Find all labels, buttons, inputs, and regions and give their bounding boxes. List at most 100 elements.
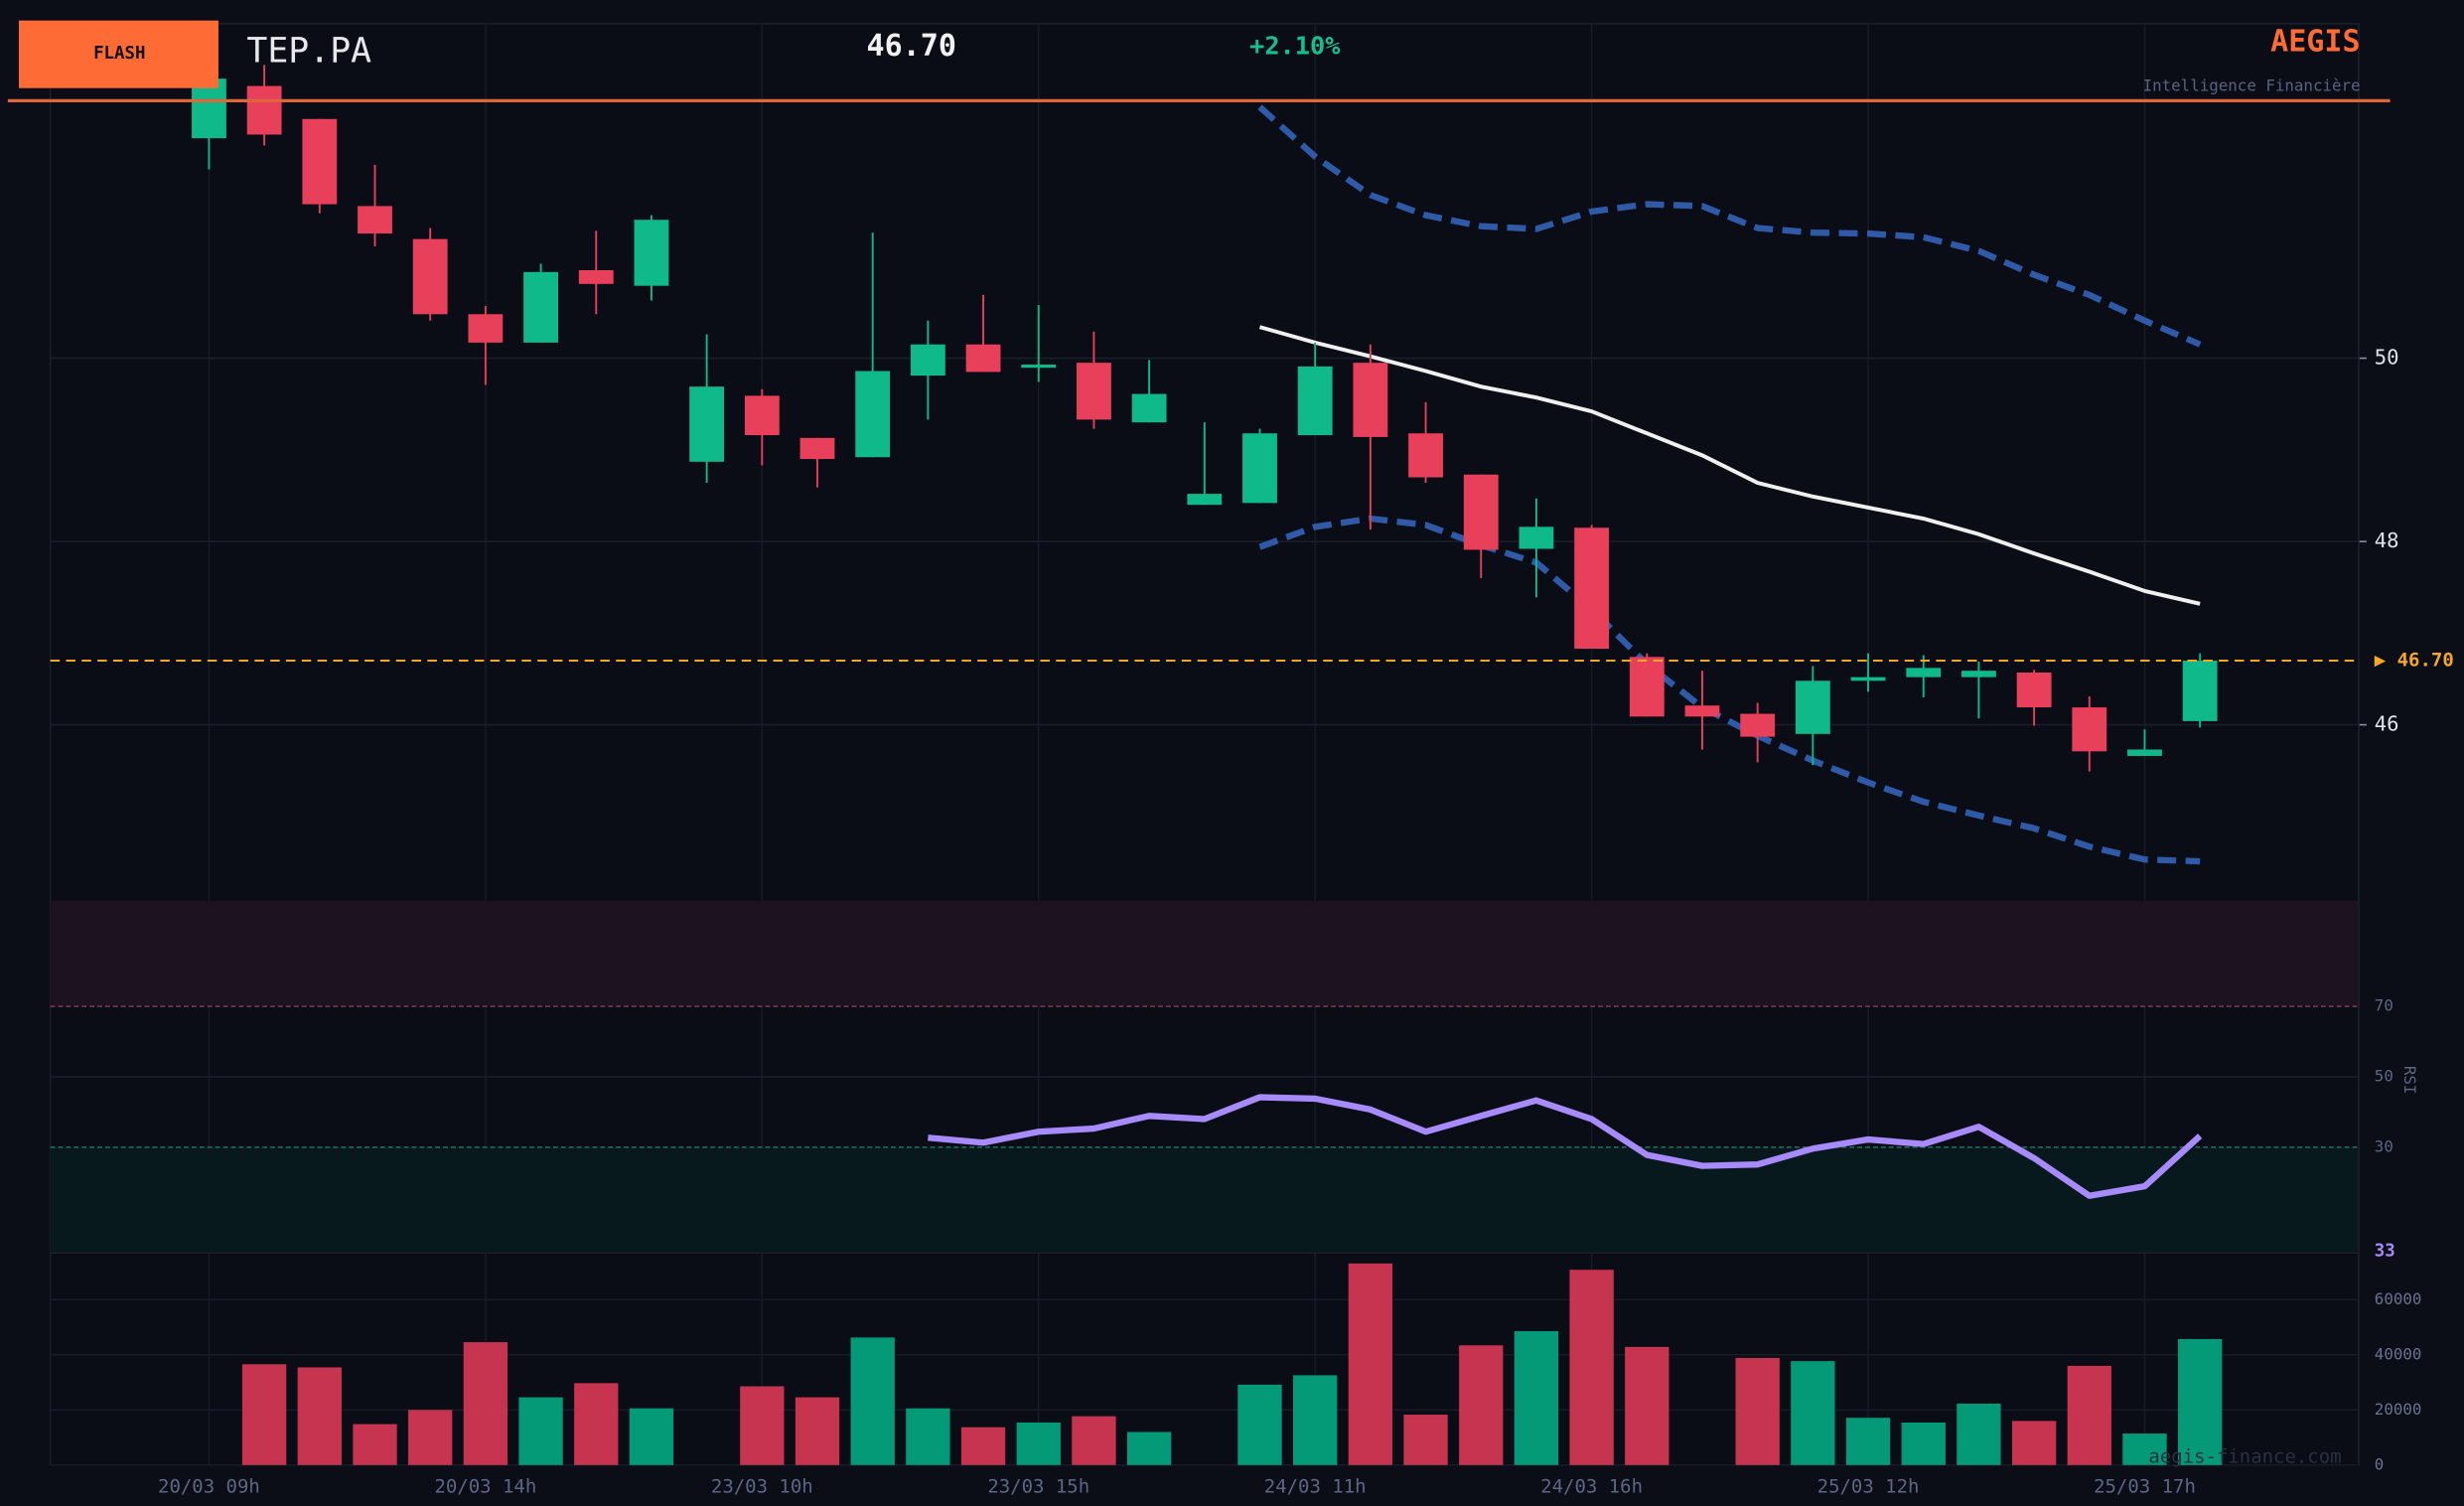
x-tick-label: 24/03 16h bbox=[1540, 1475, 1643, 1497]
volume-bar bbox=[906, 1408, 950, 1465]
candle-body bbox=[2016, 673, 2052, 708]
volume-bar bbox=[241, 1364, 287, 1465]
x-tick-label: 20/03 14h bbox=[434, 1475, 536, 1497]
volume-tick-label: 0 bbox=[2375, 1454, 2385, 1473]
rsi-tick-label: 70 bbox=[2375, 996, 2393, 1015]
rsi-line bbox=[928, 1094, 2203, 1199]
brand: AEGIS bbox=[2270, 24, 2360, 59]
candle-body bbox=[192, 78, 226, 139]
volume-bar bbox=[2011, 1421, 2057, 1465]
candle-body bbox=[468, 314, 504, 343]
current-price-label: ▶ 46.70 bbox=[2375, 650, 2454, 672]
volume-bar bbox=[463, 1342, 508, 1465]
volume-bar bbox=[850, 1337, 895, 1465]
oversold-zone bbox=[50, 1146, 2359, 1254]
volume-bar bbox=[740, 1386, 785, 1465]
volume-bar bbox=[1072, 1416, 1116, 1465]
volume-bar bbox=[1237, 1384, 1282, 1465]
volume-bar bbox=[1625, 1346, 1669, 1465]
candle-body bbox=[1297, 366, 1333, 436]
candle-body bbox=[1519, 527, 1554, 549]
candle-body bbox=[1021, 365, 1057, 369]
volume-tick-label: 40000 bbox=[2375, 1344, 2422, 1363]
watermark: aegis-finance.com bbox=[2148, 1445, 2341, 1467]
candle-body bbox=[1353, 363, 1388, 437]
candle-body bbox=[1574, 527, 1610, 650]
candle-body bbox=[855, 371, 891, 458]
volume-bar bbox=[1735, 1357, 1780, 1465]
candle-body bbox=[1077, 363, 1111, 420]
volume-bar bbox=[2178, 1338, 2223, 1465]
candle-body bbox=[523, 271, 558, 343]
volume-tick-label: 60000 bbox=[2375, 1289, 2422, 1308]
badge bbox=[18, 20, 218, 88]
change: +2.10% bbox=[1249, 32, 1341, 61]
volume-bar bbox=[408, 1410, 453, 1465]
volume-bar bbox=[2122, 1433, 2167, 1465]
volume-bar bbox=[960, 1427, 1006, 1465]
candle-body bbox=[1408, 433, 1443, 478]
volume-bar bbox=[518, 1397, 563, 1465]
volume-bar bbox=[1459, 1345, 1504, 1465]
candle-body bbox=[2182, 661, 2218, 721]
x-tick-label: 23/03 10h bbox=[711, 1475, 813, 1497]
candle-body bbox=[1187, 494, 1223, 506]
volume-bar bbox=[1403, 1415, 1448, 1465]
x-tick-label: 25/03 12h bbox=[1817, 1475, 1920, 1497]
volume-tick-label: 20000 bbox=[2375, 1400, 2422, 1419]
candle-body bbox=[689, 386, 725, 462]
volume-bar bbox=[1791, 1361, 1835, 1465]
candle-body bbox=[302, 118, 338, 205]
volume-bar bbox=[1348, 1263, 1393, 1465]
volume-bar bbox=[1293, 1375, 1338, 1465]
candle-body bbox=[1850, 677, 1886, 681]
ticker: TEP.PA bbox=[246, 31, 371, 71]
candle-body bbox=[1740, 713, 1776, 737]
rsi-axis-label: RSI bbox=[2400, 1066, 2419, 1095]
band-middle bbox=[1258, 325, 2201, 606]
band-upper bbox=[1257, 104, 2202, 348]
rsi-last-label: 33 bbox=[2375, 1242, 2395, 1262]
overbought-zone bbox=[50, 900, 2359, 1007]
volume-bar bbox=[795, 1397, 840, 1465]
volume-bar bbox=[1901, 1422, 1946, 1465]
rsi-tick-label: 30 bbox=[2375, 1136, 2393, 1155]
candle-body bbox=[1795, 680, 1830, 734]
x-tick-label: 24/03 11h bbox=[1264, 1475, 1367, 1497]
candle-body bbox=[910, 344, 945, 376]
candle-body bbox=[799, 437, 835, 460]
volume-bar bbox=[1514, 1331, 1559, 1465]
candle-body bbox=[358, 206, 392, 234]
volume-bar bbox=[1126, 1431, 1172, 1465]
volume-bar bbox=[629, 1408, 674, 1465]
candle-body bbox=[1131, 393, 1167, 423]
rsi-tick-label: 50 bbox=[2375, 1066, 2393, 1085]
candle-body bbox=[1906, 668, 1942, 678]
x-tick-label: 23/03 15h bbox=[987, 1475, 1089, 1497]
candle-body bbox=[1684, 705, 1720, 717]
candle-body bbox=[744, 395, 780, 436]
y-tick-label: 46 bbox=[2375, 712, 2399, 736]
y-tick-label: 48 bbox=[2375, 528, 2399, 552]
volume-bar bbox=[1016, 1422, 1061, 1465]
candle-body bbox=[2127, 749, 2162, 756]
y-tick-label: 50 bbox=[2375, 346, 2399, 370]
volume-bar bbox=[1569, 1270, 1614, 1465]
volume-bar bbox=[2067, 1365, 2111, 1465]
x-tick-label: 20/03 09h bbox=[158, 1475, 260, 1497]
candle-body bbox=[578, 269, 614, 284]
badge-text: FLASH bbox=[93, 44, 145, 64]
candle-body bbox=[1629, 657, 1665, 717]
candle-body bbox=[246, 85, 282, 135]
candle-body bbox=[2072, 707, 2107, 752]
candle-body bbox=[965, 344, 1001, 373]
band-lower bbox=[1258, 515, 2201, 865]
candle-body bbox=[634, 220, 669, 286]
candle-body bbox=[412, 238, 448, 315]
price: 46.70 bbox=[866, 29, 955, 64]
candle-body bbox=[1242, 433, 1277, 504]
x-tick-label: 25/03 17h bbox=[2094, 1475, 2196, 1497]
tagline: Intelligence Financière bbox=[2143, 76, 2361, 95]
